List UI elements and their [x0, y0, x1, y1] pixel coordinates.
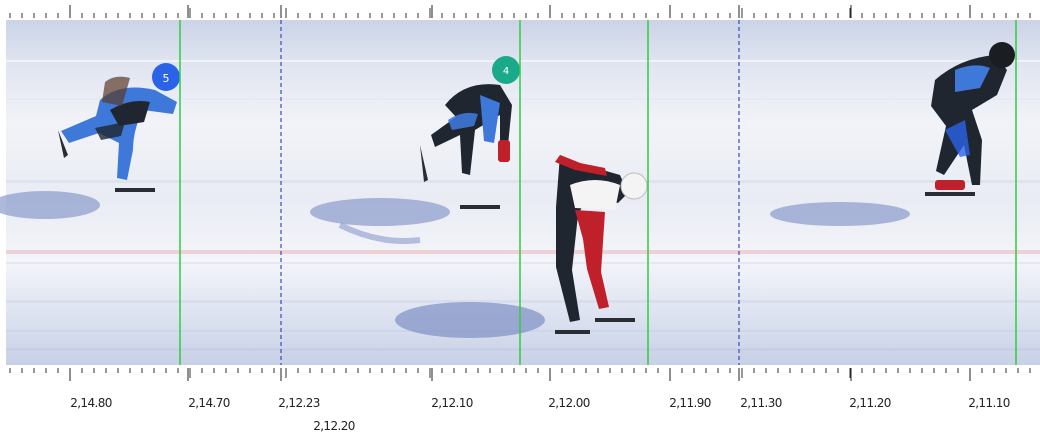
helmet-number: 4: [503, 66, 509, 77]
helmet-white: [620, 172, 648, 200]
helmet-black: [989, 42, 1015, 68]
helmet-teal: [492, 56, 520, 84]
skater-4: [925, 42, 1015, 196]
time-label: 2,12.00: [548, 396, 590, 410]
skater-3: [555, 155, 648, 334]
time-label: 2,14.80: [70, 396, 112, 410]
time-ruler-top: [9, 5, 1031, 18]
time-label: 2,14.70: [188, 396, 230, 410]
time-label: 2,11.30: [740, 396, 782, 410]
time-label: 2,12.10: [431, 396, 473, 410]
time-ruler-bottom: [9, 368, 1031, 381]
time-label: 2,11.90: [669, 396, 711, 410]
time-label: 2,12.23: [278, 396, 320, 410]
finish-lines: [179, 20, 1017, 365]
time-label: 2,12.20: [313, 419, 355, 433]
helmet-number: 5: [163, 72, 170, 85]
skater-1: 5: [58, 63, 180, 192]
helmet-blue: [152, 63, 180, 91]
time-labels: 2,14.80 2,14.70 2,12.23 2,12.20 2,12.10 …: [70, 396, 1010, 433]
time-label: 2,11.10: [968, 396, 1010, 410]
skater-shadows: [0, 191, 910, 338]
time-label: 2,11.20: [849, 396, 891, 410]
skater-2: 4: [420, 56, 520, 209]
